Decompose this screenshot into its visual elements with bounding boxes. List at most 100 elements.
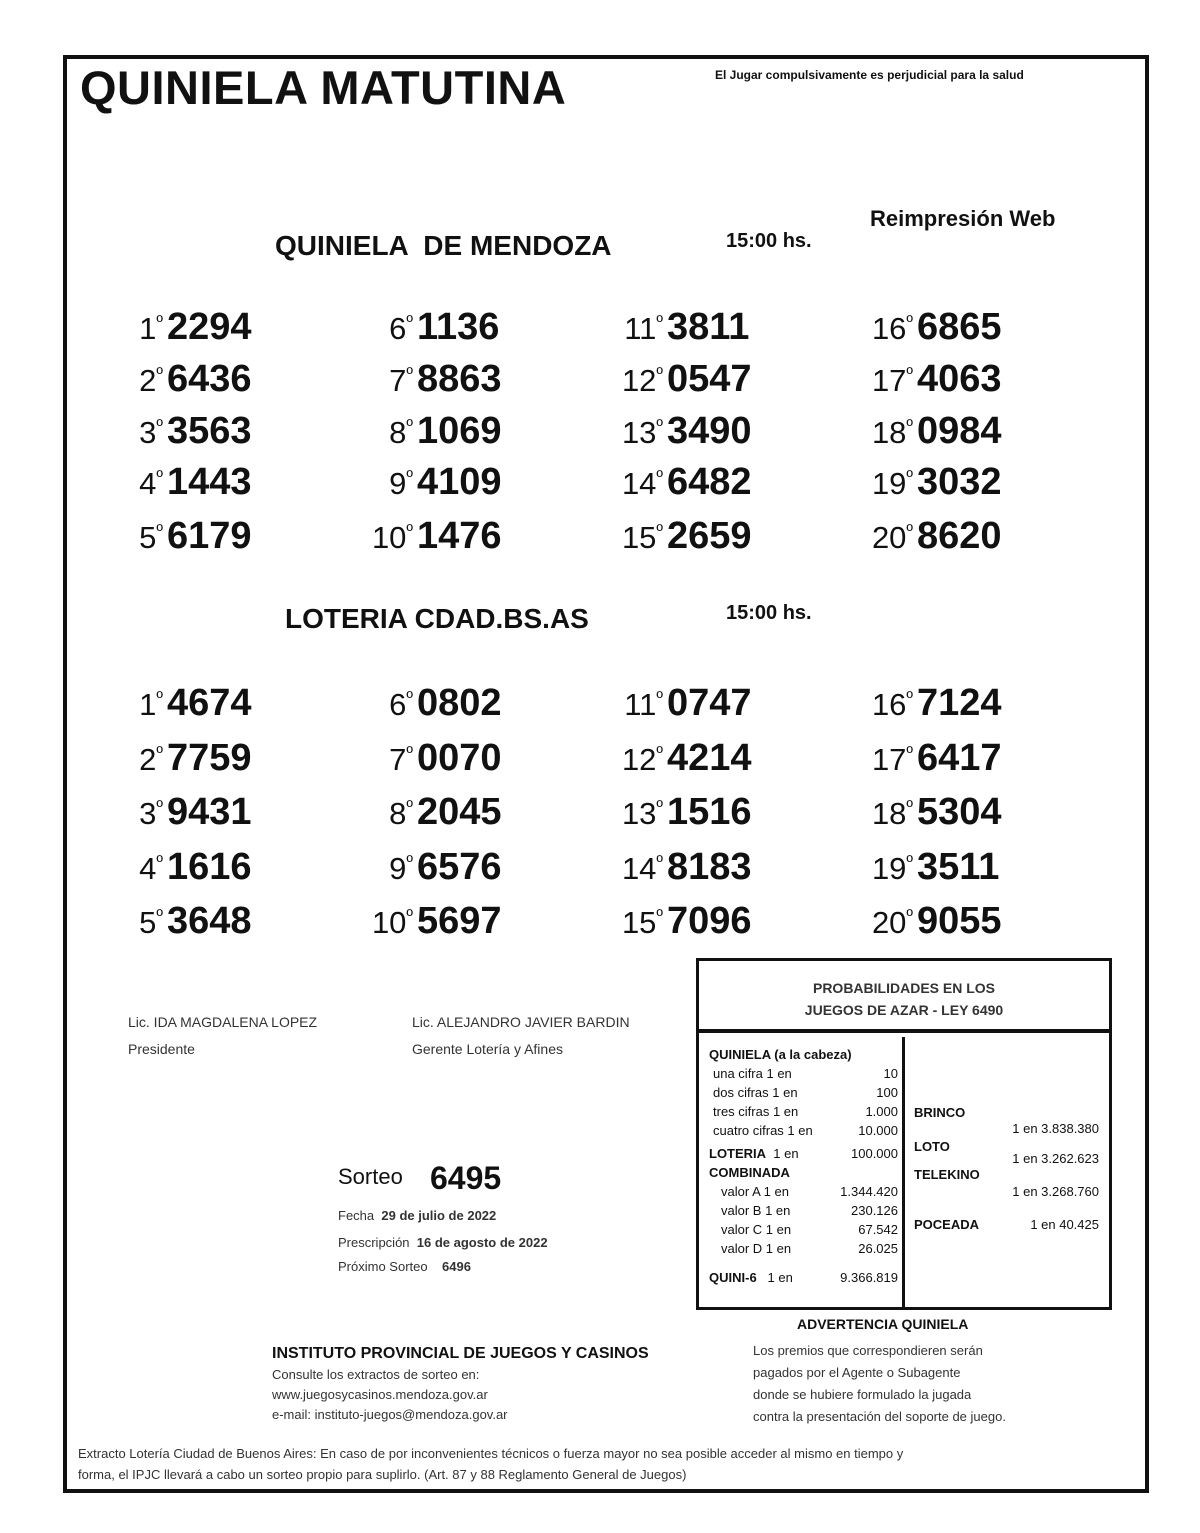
result-entry: 2º 7759 [63,737,252,780]
result-number: 3563 [167,410,252,452]
result-position: 20º [871,520,913,555]
result-position: 19º [871,466,913,501]
sorteo-number: 6495 [430,1160,502,1196]
result-entry: 13º 3490 [563,410,752,453]
result-number: 3648 [167,900,252,942]
combinada-row-label: valor A 1 en [721,1184,789,1199]
quini6-value: 9.366.819 [840,1270,898,1285]
result-number: 6436 [167,358,252,400]
result-number: 1069 [417,410,502,452]
result-position: 5º [139,520,163,555]
result-number: 4674 [167,682,252,724]
prescripcion-label: Prescripción [338,1235,410,1250]
section-time-loteria: 15:00 hs. [726,602,812,624]
result-entry: 8º 1069 [313,410,502,453]
result-position: 17º [871,363,913,398]
result-entry: 19º 3511 [813,846,1000,889]
result-position: 14º [621,466,663,501]
combinada-row-value: 230.126 [851,1203,898,1218]
result-number: 8863 [417,358,502,400]
result-number: 1136 [417,306,500,348]
quiniela-prob-row: una cifra 1 en 10 [709,1064,902,1083]
result-position: 2º [139,742,163,777]
result-entry: 10º 1476 [313,515,502,558]
brinco-value: 1 en 3.838.380 [1012,1121,1099,1136]
result-number: 6865 [917,306,1002,348]
result-position: 1º [139,687,163,722]
result-entry: 5º 3648 [63,900,252,943]
combinada-row-value: 67.542 [858,1222,898,1237]
result-position: 13º [621,415,663,450]
fecha-value: 29 de julio de 2022 [381,1208,497,1223]
loto-value: 1 en 3.262.623 [1012,1151,1099,1166]
result-entry: 18º 5304 [813,791,1002,834]
result-position: 19º [871,851,913,886]
result-entry: 18º 0984 [813,410,1002,453]
combinada-row-label: valor D 1 en [721,1241,792,1256]
result-entry: 15º 2659 [563,515,752,558]
quiniela-prob-row: dos cifras 1 en 100 [709,1083,902,1102]
result-position: 7º [389,363,413,398]
result-number: 4109 [417,461,502,503]
result-number: 3511 [917,846,1000,888]
result-entry: 4º 1616 [63,846,252,889]
result-entry: 20º 9055 [813,900,1002,943]
poceada-label: POCEADA [914,1217,980,1232]
result-entry: 17º 6417 [813,737,1002,780]
result-position: 4º [139,466,163,501]
result-entry: 7º 0070 [313,737,502,780]
combinada-row-value: 1.344.420 [840,1184,898,1199]
quiniela-prob-row-label: tres cifras 1 en [713,1104,799,1119]
result-position: 11º [624,311,663,346]
result-position: 18º [871,415,913,450]
result-number: 3811 [667,306,750,348]
result-number: 5697 [417,900,502,942]
result-entry: 3º 3563 [63,410,252,453]
quiniela-prob-row-value: 1.000 [865,1104,898,1119]
footer-line-2: forma, el IPJC llevará a cabo un sorteo … [78,1467,687,1482]
institute-email[interactable]: e-mail: instituto-juegos@mendoza.gov.ar [272,1407,508,1422]
result-number: 7759 [167,737,252,779]
result-number: 7124 [917,682,1002,724]
result-number: 1616 [167,846,252,888]
result-number: 1443 [167,461,252,503]
combinada-title: COMBINADA [709,1165,790,1180]
result-number: 9055 [917,900,1002,942]
result-number: 3032 [917,461,1002,503]
advertencia-text: Los premios que correspondieren serán pag… [753,1340,1006,1428]
advertencia-line: pagados por el Agente o Subagente [753,1365,961,1380]
result-position: 14º [621,851,663,886]
advertencia-title: ADVERTENCIA QUINIELA [797,1316,969,1332]
result-position: 9º [389,851,413,886]
result-number: 2659 [667,515,752,557]
result-number: 0070 [417,737,502,779]
signature-role-2: Gerente Lotería y Afines [412,1041,563,1057]
probabilities-box: PROBABILIDADES EN LOS JUEGOS DE AZAR - LE… [696,958,1112,1310]
result-position: 10º [371,905,413,940]
result-number: 6417 [917,737,1002,779]
institute-website[interactable]: www.juegosycasinos.mendoza.gov.ar [272,1387,488,1402]
result-entry: 9º 4109 [313,461,502,504]
result-entry: 20º 8620 [813,515,1002,558]
fecha-label: Fecha [338,1208,375,1223]
proximo-value: 6496 [442,1259,471,1274]
result-entry: 10º 5697 [313,900,502,943]
result-entry: 14º 8183 [563,846,752,889]
institute-name: INSTITUTO PROVINCIAL DE JUEGOS Y CASINOS [272,1345,649,1362]
result-position: 9º [389,466,413,501]
advertencia-line: contra la presentación del soporte de ju… [753,1409,1006,1424]
result-number: 6179 [167,515,252,557]
signature-name-1: Lic. IDA MAGDALENA LOPEZ [128,1014,318,1030]
result-number: 9431 [167,791,252,833]
result-position: 1º [139,311,163,346]
result-entry: 3º 9431 [63,791,252,834]
result-entry: 1º 2294 [63,306,251,349]
quini6-en: 1 en [767,1270,793,1285]
result-entry: 19º 3032 [813,461,1002,504]
result-position: 17º [871,742,913,777]
result-position: 20º [871,905,913,940]
combinada-row: valor D 1 en 26.025 [709,1239,902,1258]
result-entry: 12º 0547 [563,358,752,401]
result-position: 12º [621,742,663,777]
result-position: 15º [621,520,663,555]
